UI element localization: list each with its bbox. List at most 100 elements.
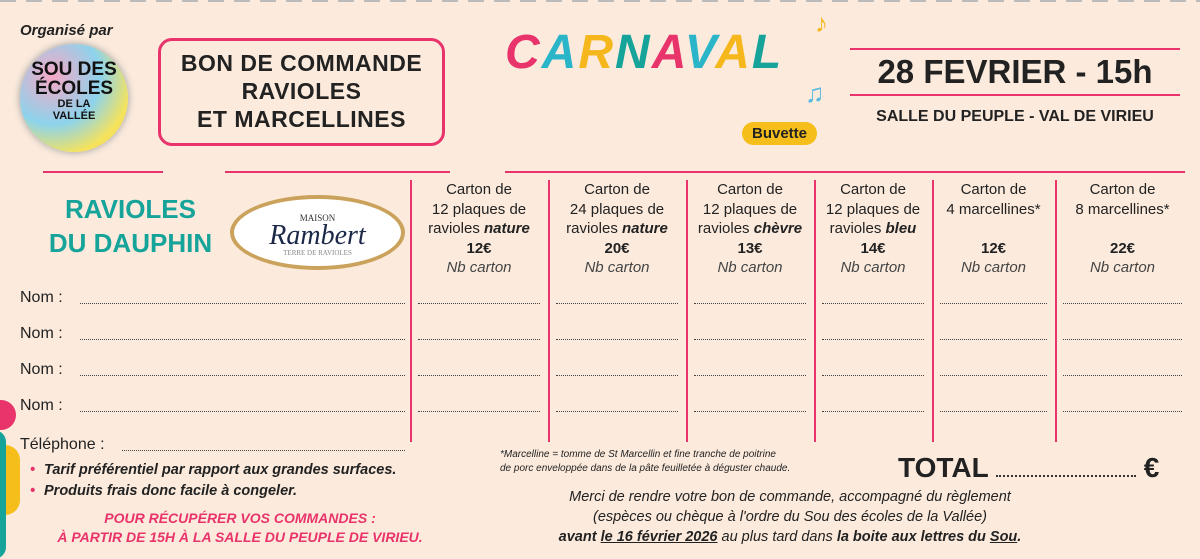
name-input[interactable]: [80, 303, 405, 304]
name-label: Nom :: [20, 397, 63, 414]
quantity-input[interactable]: [940, 303, 1047, 304]
quantity-input[interactable]: [418, 375, 540, 376]
instructions: Merci de rendre votre bon de commande, a…: [480, 487, 1100, 547]
header-line: ravioles: [697, 220, 754, 237]
logo-text: MAISON: [299, 213, 336, 223]
nb-carton-label: Nb carton: [840, 259, 906, 276]
name-label: Nom :: [20, 289, 63, 306]
maison-rambert-logo: MAISON Rambert TERRE DE RAVIOLES: [230, 195, 405, 270]
bullet-item: Produits frais donc facile à congeler.: [30, 483, 297, 499]
quantity-input[interactable]: [418, 303, 540, 304]
header-line: ravioles: [829, 220, 886, 237]
column-divider: [686, 180, 688, 442]
quantity-input[interactable]: [694, 339, 806, 340]
carnaval-letter: A: [651, 26, 685, 79]
header-line: Carton de: [584, 181, 650, 198]
name-input[interactable]: [80, 411, 405, 412]
quantity-input[interactable]: [1063, 411, 1182, 412]
variety: chèvre: [753, 220, 803, 237]
quantity-input[interactable]: [694, 411, 806, 412]
text: la boite aux lettres du: [836, 529, 990, 545]
quantity-input[interactable]: [822, 411, 924, 412]
sou-des-ecoles-logo: SOU DES ÉCOLES DE LA VALLÉE: [20, 44, 128, 152]
variety: bleu: [885, 220, 917, 237]
carnaval-letter: L: [751, 26, 784, 79]
header-line: Carton de: [1089, 181, 1156, 198]
cut-line: [0, 0, 1200, 2]
header-line: 4 marcellines*: [946, 200, 1041, 218]
logo-text: Rambert: [269, 220, 366, 251]
divider: [505, 171, 1185, 173]
header-line: Carton de: [840, 181, 906, 198]
carnaval-letter: N: [615, 26, 652, 79]
quantity-input[interactable]: [418, 411, 540, 412]
price: 22€: [1109, 239, 1136, 257]
name-input[interactable]: [80, 339, 405, 340]
column-header: Carton de 24 plaques de ravioles nature …: [548, 180, 686, 278]
quantity-input[interactable]: [556, 303, 678, 304]
product-line: RAVIOLES: [65, 194, 196, 224]
header-line: Carton de: [717, 181, 783, 198]
total-field[interactable]: TOTAL €: [898, 452, 1159, 484]
phone-input[interactable]: [122, 450, 405, 451]
price: 14€: [860, 239, 886, 257]
logo-text: VALLÉE: [52, 110, 96, 122]
title-line: RAVIOLES: [241, 78, 362, 104]
nb-carton-label: Nb carton: [960, 259, 1027, 276]
column-header: Carton de 8 marcellines* 22€ Nb carton: [1055, 180, 1190, 278]
quantity-input[interactable]: [940, 339, 1047, 340]
divider: [43, 171, 163, 173]
carnaval-letter: A: [541, 26, 579, 79]
quantity-input[interactable]: [1063, 303, 1182, 304]
header-line: Carton de: [960, 181, 1027, 198]
quantity-input[interactable]: [1063, 339, 1182, 340]
form-title: BON DE COMMANDE RAVIOLES ET MARCELLINES: [158, 38, 445, 146]
header-line: 12 plaques de: [825, 200, 921, 218]
quantity-input[interactable]: [556, 411, 678, 412]
header-line: ravioles: [428, 220, 484, 237]
quantity-input[interactable]: [418, 339, 540, 340]
text: .: [1017, 529, 1022, 545]
column-header: Carton de 12 plaques de ravioles chèvre …: [686, 180, 814, 278]
logo-text: DE LA: [57, 98, 91, 110]
quantity-input[interactable]: [822, 303, 924, 304]
quantity-input[interactable]: [940, 375, 1047, 376]
decor-blob: [0, 400, 16, 430]
title-line: BON DE COMMANDE: [180, 50, 423, 76]
total-label: TOTAL: [898, 452, 989, 483]
header-line: 8 marcellines*: [1075, 200, 1170, 218]
event-place: SALLE DU PEUPLE - VAL DE VIRIEU: [876, 108, 1154, 125]
footnote: *Marcelline = tomme de St Marcellin et f…: [500, 449, 776, 460]
nb-carton-label: Nb carton: [446, 259, 512, 276]
column-header: Carton de 12 plaques de ravioles bleu 14…: [814, 180, 932, 278]
nb-carton-label: Nb carton: [1089, 259, 1156, 276]
name-label: Nom :: [20, 361, 63, 378]
carnaval-letter: R: [578, 26, 616, 79]
phone-label: Téléphone :: [20, 436, 105, 453]
price: 12€: [466, 239, 492, 257]
header-line: 12 plaques de: [702, 200, 798, 218]
quantity-input[interactable]: [1063, 375, 1182, 376]
header-line: 24 plaques de: [569, 200, 665, 218]
name-input[interactable]: [80, 375, 405, 376]
quantity-input[interactable]: [822, 375, 924, 376]
instructions-line: Merci de rendre votre bon de commande, a…: [569, 489, 1011, 505]
total-input[interactable]: [996, 475, 1137, 477]
column-header: Carton de 4 marcellines* 12€ Nb carton: [932, 180, 1055, 278]
quantity-input[interactable]: [556, 339, 678, 340]
quantity-input[interactable]: [694, 303, 806, 304]
carnaval-letter: C: [505, 26, 542, 79]
product-line: DU DAUPHIN: [48, 228, 213, 258]
title-line: ET MARCELLINES: [197, 106, 406, 132]
logo-text: TERRE DE RAVIOLES: [283, 249, 352, 257]
pickup-info: À PARTIR DE 15H À LA SALLE DU PEUPLE DE …: [57, 529, 423, 545]
quantity-input[interactable]: [822, 339, 924, 340]
quantity-input[interactable]: [940, 411, 1047, 412]
logo-text: ÉCOLES: [34, 78, 114, 99]
quantity-input[interactable]: [556, 375, 678, 376]
music-note-icon: ♫: [805, 78, 825, 108]
price: 20€: [604, 239, 630, 257]
instructions-line: (espèces ou chèque à l'ordre du Sou des …: [593, 509, 987, 525]
quantity-input[interactable]: [694, 375, 806, 376]
column-divider: [814, 180, 816, 442]
